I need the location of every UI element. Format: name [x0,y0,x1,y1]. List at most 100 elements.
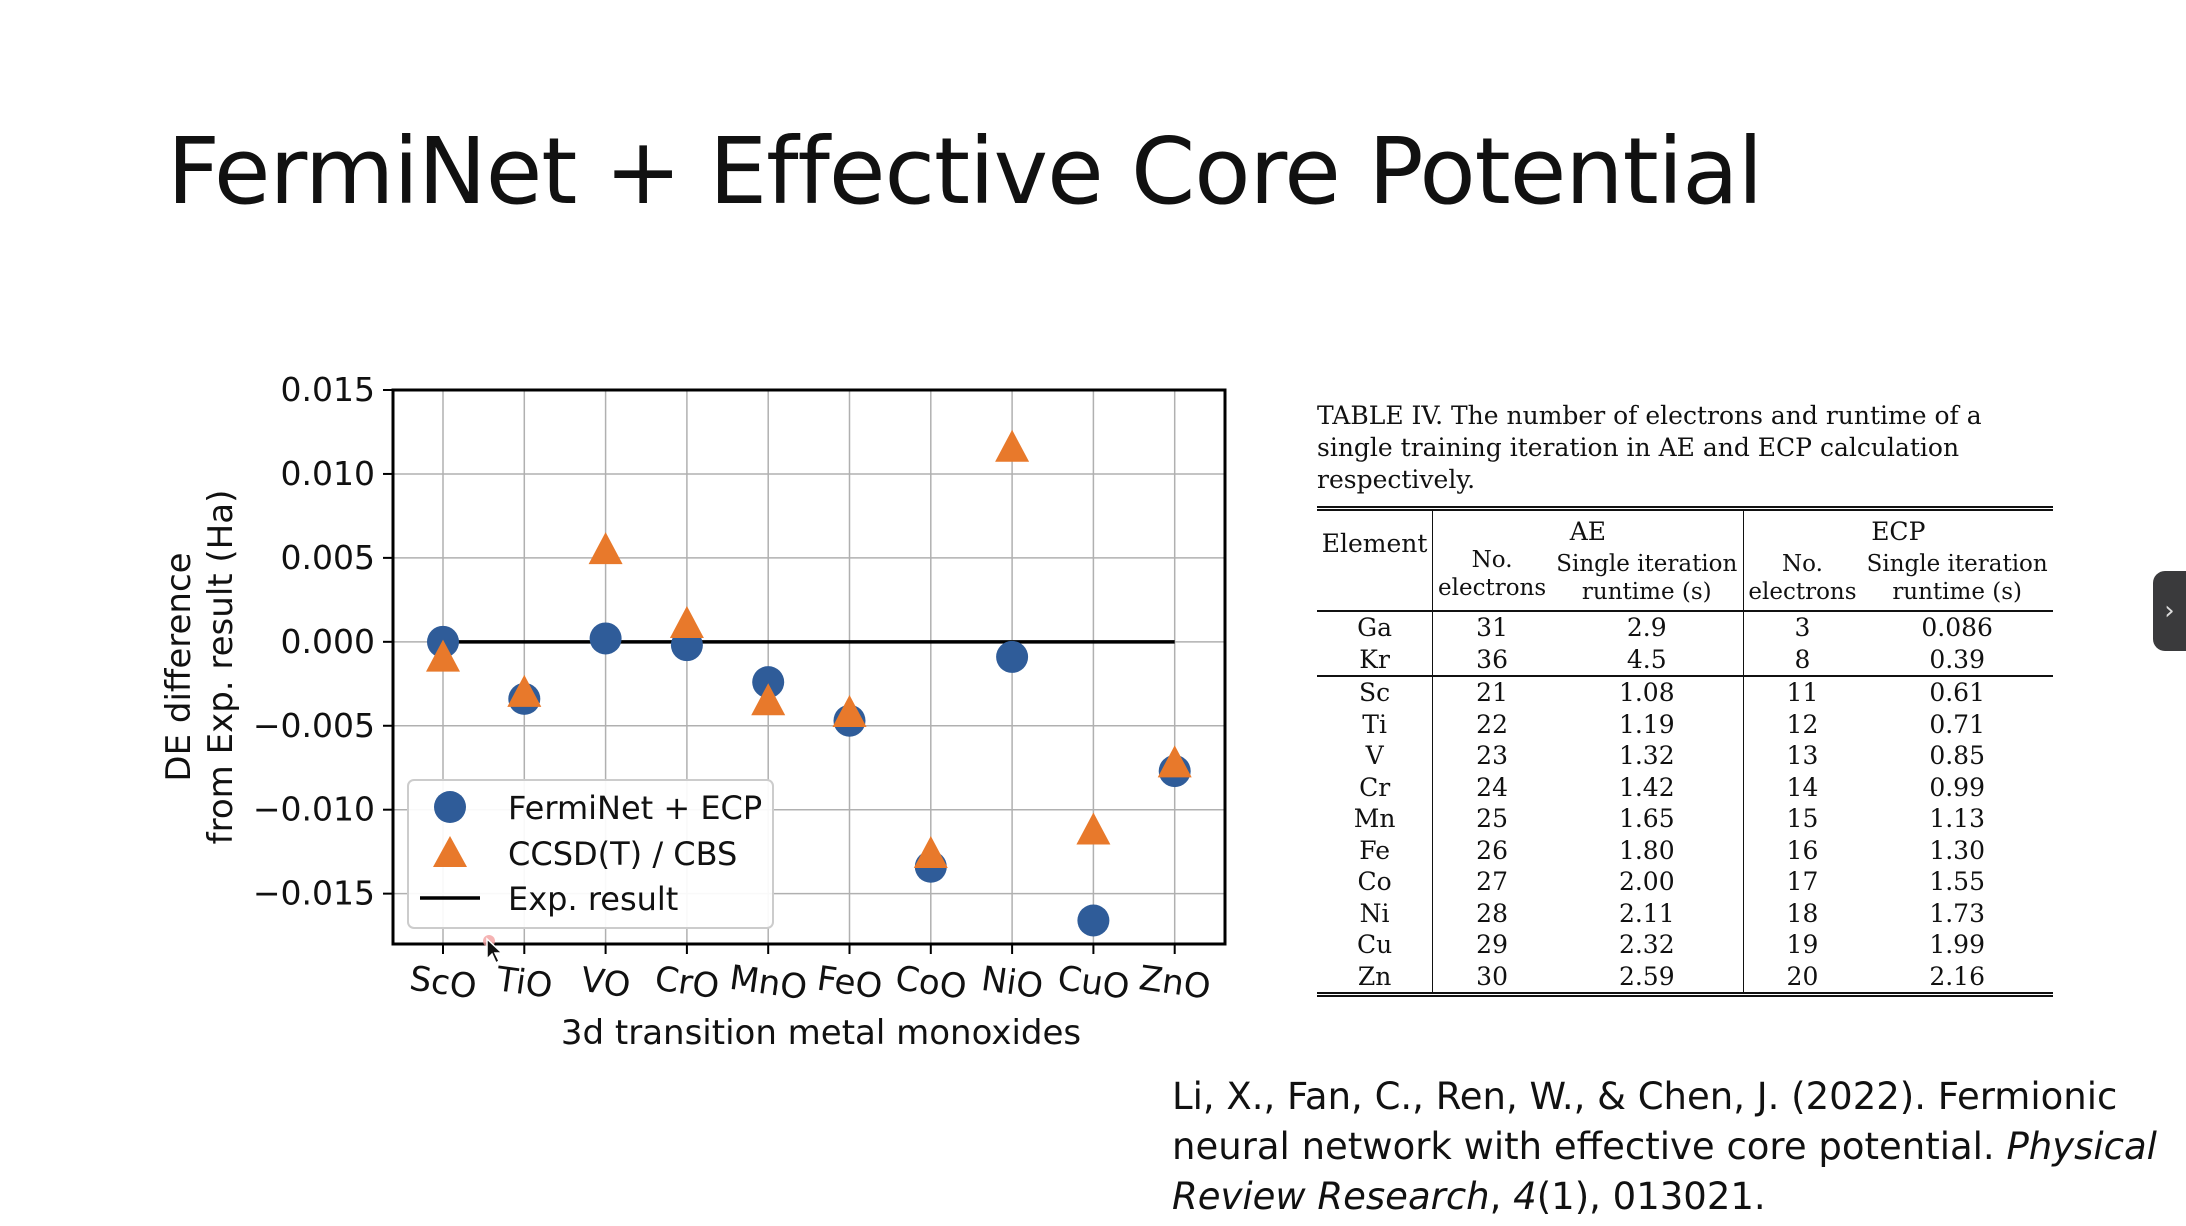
table-cell: 0.61 [1929,678,1985,707]
mouse-pointer-icon [483,935,504,965]
x-tick-label: MnO [727,958,809,1008]
chevron-right-icon[interactable]: › [2164,596,2175,626]
x-tick-label: VO [578,960,633,1006]
table-caption: TABLE IV. The number of electrons and ru… [1317,401,1982,494]
table-cell: Ga [1357,613,1393,642]
ccsdt-point [1076,812,1111,845]
table-cell: Fe [1359,835,1390,865]
table-row: Cr 24 1.42 14 0.99 [1317,771,2053,803]
table-cell: 8 [1742,643,1862,676]
table-row: Fe 26 1.80 16 1.30 [1317,834,2053,866]
table-cell: 1.65 [1618,804,1675,833]
table-cell: 17 [1742,866,1862,898]
table-cell: 1.55 [1929,867,1985,896]
next-slide-tab[interactable]: › [2153,571,2186,651]
table-cell: 0.99 [1929,772,1985,802]
table-cell: Zn [1357,961,1392,991]
ccsdt-point [832,695,867,728]
y-tick-label: 0.000 [281,622,375,661]
header-ae-runtime: Single iteration runtime (s) [1556,551,1738,605]
table-cell: 1.73 [1929,898,1985,928]
table-cell: 25 [1432,803,1551,835]
table-cell: 31 [1432,611,1551,644]
legend-ferminet-marker [434,791,466,823]
table-cell: 2.11 [1618,898,1675,928]
y-tick-label: −0.010 [253,790,375,829]
table-cell: Sc [1359,678,1391,707]
header-ecp-runtime: Single iteration runtime (s) [1866,551,2048,605]
slide-title: FermiNet + Effective Core Potential [167,118,1763,225]
legend-ferminet-label: FermiNet + ECP [508,789,762,827]
y-tick-label: 0.005 [281,538,375,577]
table-row: Ni 28 2.11 18 1.73 [1317,897,2053,929]
table-cell: Mn [1353,804,1396,833]
x-tick-label: TiO [493,959,555,1007]
table-cell: V [1365,741,1384,770]
header-ecp-no: No. electrons [1742,546,1862,611]
table-cell: 24 [1432,771,1551,803]
table-cell: 0.086 [1921,613,1993,642]
ferminet-point [752,666,785,699]
ferminet-point [996,640,1029,673]
ccsdt-point [426,639,460,672]
table-cell: 26 [1432,834,1551,866]
ferminet-point [589,622,622,655]
table-cell: 15 [1742,803,1862,835]
table-cell: 2.16 [1929,961,1985,991]
ccsdt-point [588,532,623,565]
table-cell: 0.39 [1929,644,1985,674]
runtime-table: TABLE IV. The number of electrons and ru… [1317,400,2053,999]
table-cell: 23 [1432,740,1551,772]
table-cell: 30 [1432,960,1551,995]
y-axis-label-line1: DE difference [159,552,199,781]
table-row: Sc 21 1.08 11 0.61 [1317,676,2053,709]
table-row: Ti 22 1.19 12 0.71 [1317,708,2053,740]
ccsdt-point [995,429,1030,462]
table-cell: 3 [1742,611,1862,644]
legend-ccsdt-label: CCSD(T) / CBS [508,835,737,873]
table-cell: Cu [1356,930,1393,959]
y-tick-label: 0.015 [281,370,375,409]
table-row: Zn 30 2.59 20 2.16 [1317,960,2053,995]
table-cell: 1.19 [1618,709,1675,739]
table-cell: 0.85 [1929,741,1985,770]
table-cell: Kr [1359,644,1390,674]
table-cell: 1.30 [1929,835,1985,865]
table-row: Ga 31 2.9 3 0.086 [1317,611,2053,644]
ccsdt-point [669,606,704,639]
table-cell: 1.08 [1618,678,1675,707]
ferminet-point [1077,904,1110,937]
table-row: Co 27 2.00 17 1.55 [1317,866,2053,898]
y-tick-label: 0.010 [281,454,375,493]
legend-box [407,779,774,929]
table-cell: 1.42 [1618,772,1675,802]
x-tick-label: CoO [893,958,969,1008]
y-axis-label-line2: from Exp. result (Ha) [201,490,241,845]
table-row: Cu 29 2.32 19 1.99 [1317,929,2053,961]
header-ae-no: No. electrons [1432,546,1551,611]
table-cell: 2.00 [1618,867,1675,896]
table-cell: 29 [1432,929,1551,961]
x-tick-label: ScO [407,959,479,1008]
y-tick-label: −0.005 [253,706,375,745]
table-cell: Cr [1359,772,1391,802]
x-tick-label: CuO [1055,958,1132,1008]
table-cell: 19 [1742,929,1862,961]
table-cell: 1.99 [1929,930,1985,959]
table-cell: 27 [1432,866,1551,898]
table-cell: Ni [1359,898,1390,928]
ccsdt-point [1157,745,1192,778]
table-cell: 12 [1742,708,1862,740]
table-cell: 28 [1432,897,1551,929]
table-cell: Co [1357,867,1392,896]
table-cell: 13 [1742,740,1862,772]
table-cell: 20 [1742,960,1862,995]
ccsdt-point [507,674,542,707]
table-row: V 23 1.32 13 0.85 [1317,740,2053,772]
table-cell: 18 [1742,897,1862,929]
table-cell: 1.13 [1929,804,1985,833]
table-cell: 2.9 [1626,613,1667,642]
table-cell: 22 [1432,708,1551,740]
table-cell: 36 [1432,643,1551,676]
table-cell: 1.32 [1618,741,1675,770]
